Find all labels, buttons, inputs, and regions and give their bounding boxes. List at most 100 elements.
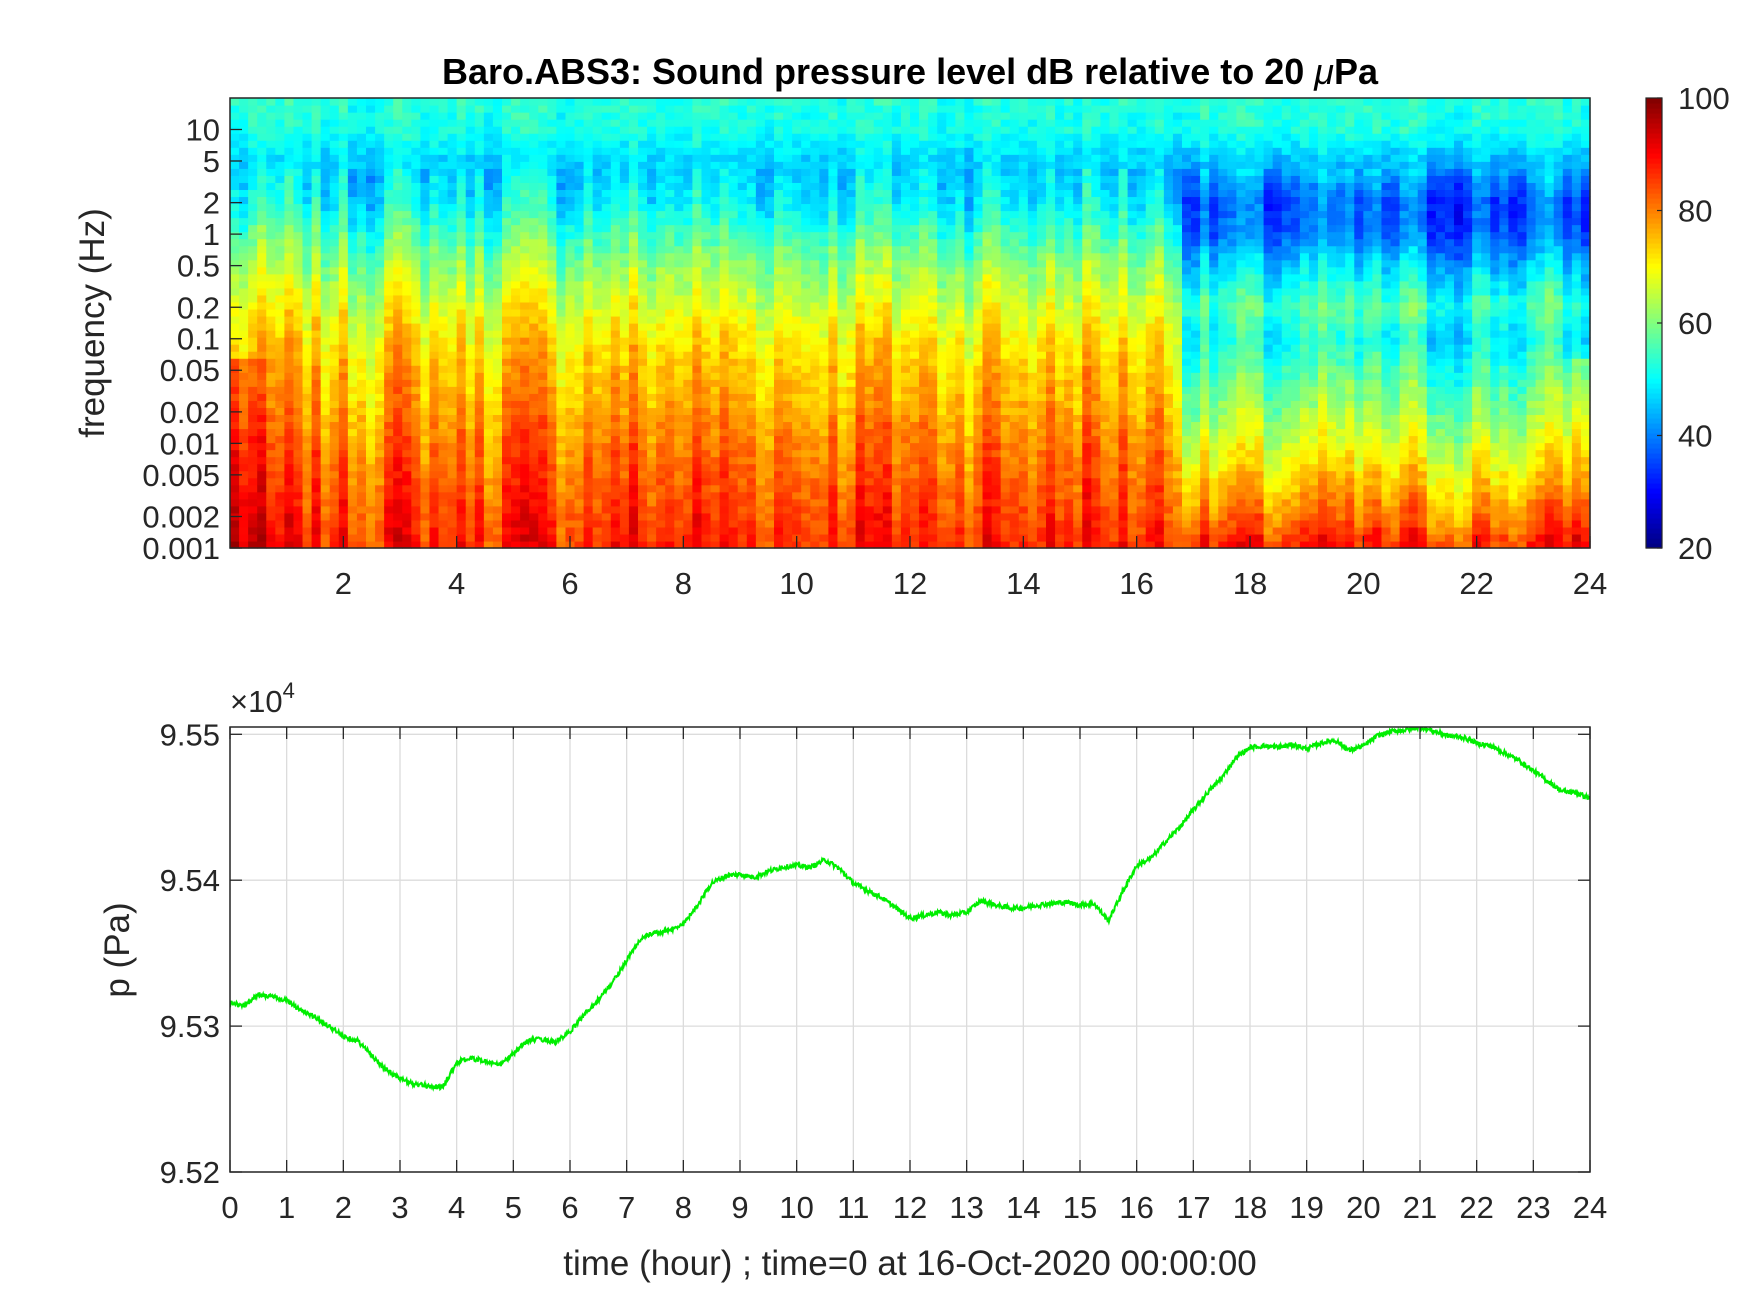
spectrogram-cell xyxy=(320,112,331,120)
spectrogram-cell xyxy=(538,308,548,317)
spectrogram-cell xyxy=(810,189,820,198)
spectrogram-cell xyxy=(583,358,594,366)
spectrogram-cell xyxy=(774,421,784,430)
spectrogram-cell xyxy=(366,259,376,268)
spectrogram-cell xyxy=(366,105,376,113)
spectrogram-cell xyxy=(801,140,811,148)
spectrogram-cell xyxy=(520,358,530,366)
spectrogram-cell xyxy=(438,161,449,169)
spectrogram-cell xyxy=(928,407,938,416)
spectrogram-cell xyxy=(919,428,929,437)
spectrogram-cell xyxy=(447,470,458,479)
spectrogram-cell xyxy=(275,133,285,141)
spectrogram-cell xyxy=(366,224,376,233)
spectrogram-cell xyxy=(583,393,594,401)
spectrogram-cell xyxy=(837,217,848,226)
spectrogram-cell xyxy=(284,308,295,317)
spectrogram-cell xyxy=(447,147,458,155)
spectrogram-cell xyxy=(456,294,467,303)
spectrogram-cell xyxy=(683,315,693,324)
spectrogram-cell xyxy=(755,196,766,205)
spectrogram-cell xyxy=(810,245,820,254)
spectrogram-cell xyxy=(755,512,766,521)
spectrogram-cell xyxy=(764,119,775,127)
spectrogram-cell xyxy=(275,175,285,183)
spectrogram-cell xyxy=(746,147,757,155)
spectrogram-cell xyxy=(638,105,648,113)
spectrogram-cell xyxy=(783,435,793,444)
spectrogram-cell xyxy=(456,526,467,535)
spectrogram-cell xyxy=(774,400,784,408)
spectrogram-cell xyxy=(338,435,349,444)
spectrogram-title: Baro.ABS3: Sound pressure level dB relat… xyxy=(442,51,1379,92)
spectrogram-cell xyxy=(710,238,721,247)
spectrogram-cell xyxy=(801,491,811,500)
spectrogram-cell xyxy=(737,372,748,380)
spectrogram-cell xyxy=(284,505,295,514)
spectrogram-cell xyxy=(556,210,567,219)
spectrogram-cell xyxy=(447,273,458,282)
spectrogram-cell xyxy=(375,147,385,155)
spectrogram-cell xyxy=(774,463,784,472)
spectrogram-cell xyxy=(366,126,376,134)
spectrogram-cell xyxy=(338,238,349,247)
spectrogram-cell xyxy=(366,161,376,169)
spectrogram-cell xyxy=(928,189,938,198)
spectrogram-cell xyxy=(819,231,829,240)
spectrogram-cell xyxy=(656,182,666,191)
spectrogram-cell xyxy=(792,98,802,106)
spectrogram-cell xyxy=(828,259,839,268)
spectrogram-cell xyxy=(529,344,539,352)
spectrogram-cell xyxy=(628,365,639,373)
spectrogram-cell xyxy=(284,147,295,155)
spectrogram-cell xyxy=(828,526,839,535)
spectrogram-cell xyxy=(547,231,557,240)
spectrogram-cell xyxy=(538,259,548,268)
spectrogram-cell xyxy=(547,133,557,141)
spectrogram-cell xyxy=(882,280,893,289)
spectrogram-cell xyxy=(529,330,539,338)
spectrogram-cell xyxy=(429,330,440,338)
spectrogram-cell xyxy=(420,344,431,352)
spectrogram-cell xyxy=(665,526,675,535)
spectrogram-cell xyxy=(764,400,775,408)
spectrogram-cell xyxy=(910,238,920,247)
spectrogram-cell xyxy=(420,266,431,275)
spectrogram-cell xyxy=(828,315,839,324)
spectrogram-cell xyxy=(284,203,295,212)
spectrogram-cell xyxy=(628,421,639,430)
spectrogram-cell xyxy=(375,337,385,345)
spectrogram-cell xyxy=(565,294,576,303)
spectrogram-cell xyxy=(411,400,421,408)
spectrogram-cell xyxy=(483,168,494,176)
spectrogram-cell xyxy=(483,358,494,366)
spectrogram-cell xyxy=(864,421,875,430)
spectrogram-cell xyxy=(710,140,721,148)
spectrogram-cell xyxy=(347,449,358,458)
spectrogram-cell xyxy=(483,526,494,535)
spectrogram-cell xyxy=(592,323,603,331)
spectrogram-cell xyxy=(891,484,902,493)
spectrogram-cell xyxy=(565,112,576,120)
spectrogram-cell xyxy=(565,442,576,451)
spectrogram-cell xyxy=(438,498,449,507)
spectrogram-cell xyxy=(547,98,557,106)
spectrogram-cell xyxy=(710,414,721,423)
spectrogram-cell xyxy=(828,421,839,430)
spectrogram-cell xyxy=(456,203,467,212)
spectrogram-cell xyxy=(638,498,648,507)
spectrogram-cell xyxy=(701,414,712,423)
spectrogram-cell xyxy=(502,308,512,317)
spectrogram-cell xyxy=(819,273,829,282)
spectrogram-cell xyxy=(919,351,929,359)
spectrogram-cell xyxy=(356,224,367,233)
spectrogram-cell xyxy=(919,105,929,113)
spectrogram-cell xyxy=(547,203,557,212)
spectrogram-cell xyxy=(746,484,757,493)
spectrogram-cell xyxy=(837,266,848,275)
spectrogram-cell xyxy=(719,252,730,261)
spectrogram-cell xyxy=(347,491,358,500)
spectrogram-cell xyxy=(891,498,902,507)
spectrogram-cell xyxy=(447,421,458,430)
spectrogram-cell xyxy=(610,161,621,169)
